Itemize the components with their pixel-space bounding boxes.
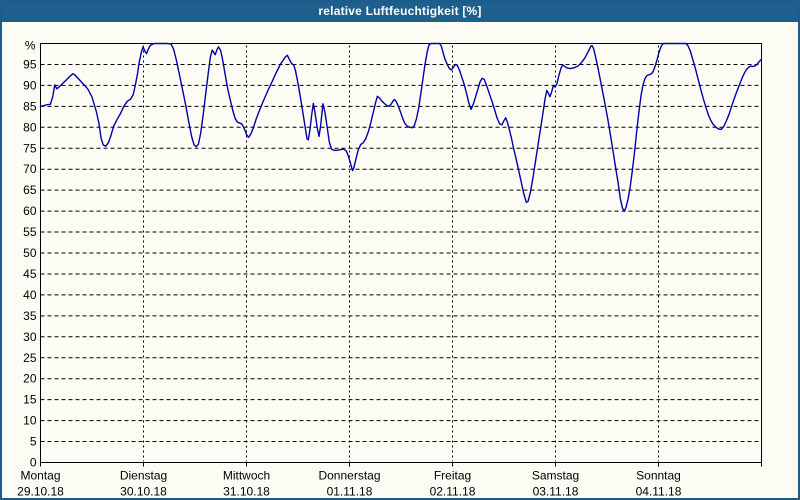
window-titlebar: relative Luftfeuchtigkeit [%] xyxy=(2,2,798,22)
y-tick-label: 45 xyxy=(23,267,37,281)
humidity-line-chart: 0 5 10 15 20 25 30 35 40 45 50 55 60 65 70 75 80 85 90 95% M… xyxy=(17,39,763,499)
y-tick-label: 40 xyxy=(23,288,37,302)
y-tick-label: 75 xyxy=(23,141,37,155)
y-tick-label: 65 xyxy=(23,183,37,197)
window-title: relative Luftfeuchtigkeit [%] xyxy=(318,4,482,18)
x-day-label: Dienstag xyxy=(120,469,167,483)
y-tick-label: 20 xyxy=(23,372,37,386)
x-day-label: Donnerstag xyxy=(318,469,380,483)
y-tick-label: 90 xyxy=(23,78,37,92)
y-tick-label: 50 xyxy=(23,246,37,260)
x-date-label: 30.10.18 xyxy=(120,485,167,499)
plot-border xyxy=(40,43,762,463)
y-tick-label: 70 xyxy=(23,162,37,176)
y-tick-label: 5 xyxy=(30,435,37,449)
x-day-label: Sonntag xyxy=(636,469,681,483)
y-tick-label: 80 xyxy=(23,120,37,134)
y-axis-unit-label: % xyxy=(25,39,36,53)
y-tick-label: 25 xyxy=(23,351,37,365)
y-tick-label: 35 xyxy=(23,309,37,323)
y-tick-label: 15 xyxy=(23,393,37,407)
y-tick-label: 95 xyxy=(23,57,37,71)
x-date-label: 29.10.18 xyxy=(17,485,64,499)
x-date-label: 01.11.18 xyxy=(327,485,373,499)
y-tick-label: 85 xyxy=(23,99,37,113)
y-tick-label: 55 xyxy=(23,225,37,239)
y-tick-label: 0 xyxy=(30,456,37,470)
x-date-label: 03.11.18 xyxy=(533,485,579,499)
x-date-label: 02.11.18 xyxy=(430,485,476,499)
x-date-label: 31.10.18 xyxy=(223,485,270,499)
y-tick-label: 30 xyxy=(23,330,37,344)
x-day-label: Mittwoch xyxy=(223,469,270,483)
x-day-label: Montag xyxy=(20,469,60,483)
x-date-label: 04.11.18 xyxy=(636,485,682,499)
y-tick-label: 10 xyxy=(23,414,37,428)
humidity-series-line xyxy=(39,42,763,212)
x-day-label: Samstag xyxy=(532,469,579,483)
x-day-label: Freitag xyxy=(434,469,471,483)
y-tick-label: 60 xyxy=(23,204,37,218)
chart-area: 0 5 10 15 20 25 30 35 40 45 50 55 60 65 70 75 80 85 90 95% M… xyxy=(2,22,798,499)
